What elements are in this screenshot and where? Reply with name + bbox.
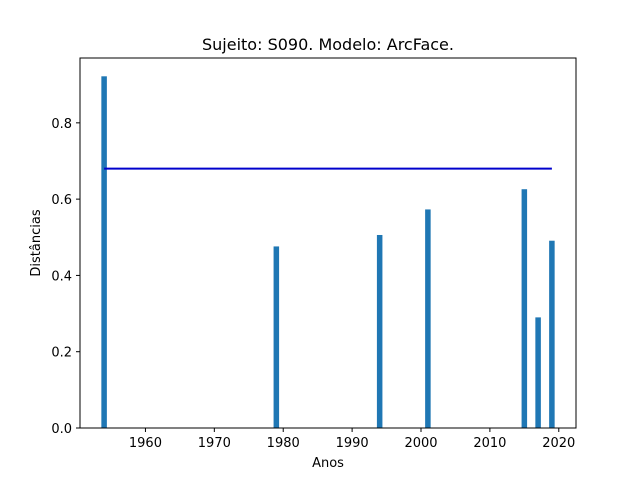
bar-2019	[549, 240, 555, 428]
x-tick-label-1970: 1970	[198, 436, 231, 451]
x-tick-label-2000: 2000	[404, 436, 437, 451]
y-tick-label-0.6: 0.6	[51, 193, 72, 208]
x-axis: 1960 1970 1980 1990 2000 2010 2020	[129, 428, 575, 451]
x-tick-label-1960: 1960	[129, 436, 162, 451]
bar-2015	[521, 189, 528, 428]
chart-title: Sujeito: S090. Modelo: ArcFace.	[202, 35, 454, 54]
y-axis-label: Distâncias	[29, 209, 44, 276]
y-tick-label-0.8: 0.8	[51, 117, 72, 132]
plot-frame	[79, 57, 577, 429]
x-tick-label-2020: 2020	[542, 436, 575, 451]
bars-group	[101, 76, 555, 429]
bar-1994	[376, 234, 383, 428]
x-tick-label-1990: 1990	[336, 436, 369, 451]
y-tick-label-0.2: 0.2	[51, 346, 72, 361]
bar-1954	[101, 76, 107, 429]
bar-1979	[273, 246, 280, 428]
bar-2017	[535, 317, 541, 428]
x-axis-label: Anos	[312, 456, 344, 471]
y-axis: 0.0 0.2 0.4 0.6 0.8	[51, 117, 80, 437]
x-tick-label-2010: 2010	[473, 436, 506, 451]
y-tick-label-0.4: 0.4	[51, 269, 72, 284]
bar-2001	[425, 209, 431, 428]
y-tick-label-0: 0.0	[51, 422, 72, 437]
x-tick-label-1980: 1980	[267, 436, 300, 451]
